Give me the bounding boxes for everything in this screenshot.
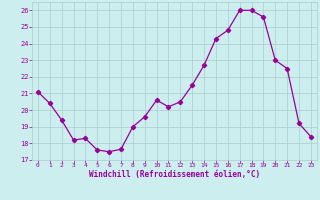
X-axis label: Windchill (Refroidissement éolien,°C): Windchill (Refroidissement éolien,°C) [89, 170, 260, 179]
